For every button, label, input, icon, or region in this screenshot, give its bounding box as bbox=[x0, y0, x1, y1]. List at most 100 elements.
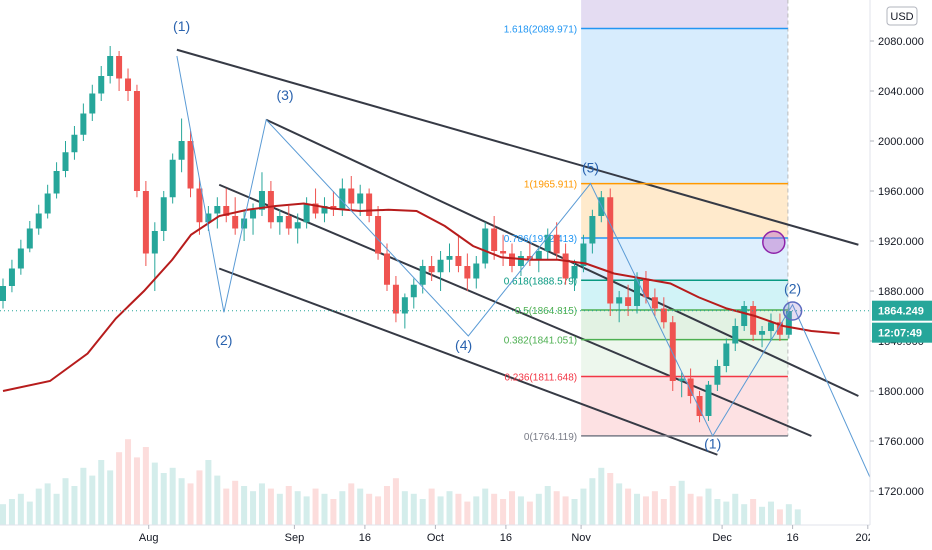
volume-bar bbox=[98, 460, 105, 525]
volume-bar bbox=[562, 496, 569, 525]
candle-body bbox=[428, 266, 435, 273]
candle-body bbox=[678, 378, 685, 381]
candle-body bbox=[250, 209, 257, 219]
candle-body bbox=[544, 234, 551, 251]
volume-bar bbox=[776, 509, 783, 525]
candle-body bbox=[589, 216, 596, 244]
volume-bar bbox=[526, 501, 533, 525]
volume-bar bbox=[607, 473, 614, 525]
candle-body bbox=[35, 213, 42, 229]
fib-label: 0(1764.119) bbox=[524, 432, 577, 443]
time-badge: 12:07:49 bbox=[878, 328, 922, 340]
volume-bar bbox=[642, 496, 649, 525]
volume-bar bbox=[714, 499, 721, 525]
candle-body bbox=[160, 197, 167, 231]
volume-bar bbox=[285, 486, 292, 525]
volume-bar bbox=[80, 467, 87, 525]
candle-body bbox=[44, 193, 51, 214]
volume-bar bbox=[419, 499, 426, 525]
x-tick-label: Sep bbox=[285, 532, 305, 544]
volume-bar bbox=[196, 470, 203, 525]
volume-bars bbox=[0, 439, 801, 525]
candle-body bbox=[339, 188, 346, 210]
volume-bar bbox=[44, 483, 51, 525]
candle-body bbox=[116, 56, 123, 79]
volume-bar bbox=[651, 491, 658, 525]
volume-bar bbox=[482, 488, 489, 525]
candle-body bbox=[133, 91, 140, 191]
ma-line bbox=[2, 202, 840, 392]
volume-bar bbox=[294, 491, 301, 525]
volume-bar bbox=[35, 488, 42, 525]
candle-body bbox=[696, 396, 703, 416]
volume-bar bbox=[589, 478, 596, 525]
fib-band bbox=[581, 376, 788, 436]
candle-body bbox=[26, 228, 33, 249]
y-tick-label: 2040.000 bbox=[878, 86, 924, 98]
fib-label: 0.236(1811.648) bbox=[504, 372, 577, 383]
x-tick-label: Aug bbox=[139, 532, 159, 544]
x-tick-label: 16 bbox=[786, 532, 798, 544]
candle-body bbox=[205, 213, 212, 223]
volume-bar bbox=[330, 499, 337, 525]
volume-bar bbox=[133, 457, 140, 525]
candles bbox=[0, 46, 792, 423]
channel-line bbox=[218, 267, 718, 456]
volume-bar bbox=[491, 493, 498, 525]
candle-body bbox=[517, 256, 524, 266]
candle-body bbox=[8, 268, 15, 286]
currency-box bbox=[886, 6, 918, 26]
wave-path bbox=[176, 55, 932, 495]
candle-body bbox=[366, 193, 373, 216]
candle-body bbox=[276, 216, 283, 223]
candle-body bbox=[241, 218, 248, 229]
wave-label: (4) bbox=[455, 337, 472, 353]
target-circle bbox=[762, 230, 786, 254]
volume-bar bbox=[53, 493, 60, 525]
volume-bar bbox=[759, 506, 766, 525]
y-tick-label: 1760.000 bbox=[878, 436, 924, 448]
volume-bar bbox=[517, 496, 524, 525]
x-axis: Aug Sep 16 Oct 16 Nov Dec 16 2021 bbox=[0, 524, 932, 550]
candle-body bbox=[214, 206, 221, 214]
candle-body bbox=[607, 197, 614, 304]
candle-body bbox=[142, 191, 149, 254]
channel-line bbox=[176, 48, 859, 246]
volume-bar bbox=[339, 491, 346, 525]
candle-body bbox=[723, 343, 730, 366]
candle-body bbox=[437, 259, 444, 273]
fib-label: 0.5(1864.815) bbox=[515, 306, 577, 317]
volume-bar bbox=[616, 483, 623, 525]
channel-lines bbox=[176, 48, 859, 456]
fib-band bbox=[581, 28, 788, 184]
candle-body bbox=[455, 256, 462, 266]
volume-bar bbox=[71, 486, 78, 525]
candle-body bbox=[687, 378, 694, 396]
volume-bar bbox=[535, 493, 542, 525]
volume-bar bbox=[625, 488, 632, 525]
volume-bar bbox=[741, 504, 748, 525]
volume-bar bbox=[178, 478, 185, 525]
elliott-wave: (1)(2)(3)(4)(5)(1)(2)(3) bbox=[173, 18, 932, 507]
volume-bar bbox=[678, 480, 685, 525]
x-tick-label: Nov bbox=[571, 532, 591, 544]
volume-bar bbox=[232, 480, 239, 525]
y-tick-label: 1920.000 bbox=[878, 236, 924, 248]
volume-bar bbox=[473, 496, 480, 525]
volume-bar bbox=[241, 486, 248, 525]
candle-body bbox=[660, 308, 667, 323]
volume-bar bbox=[348, 483, 355, 525]
y-tick-label: 1960.000 bbox=[878, 186, 924, 198]
volume-bar bbox=[705, 488, 712, 525]
candle-body bbox=[776, 322, 783, 335]
candle-body bbox=[669, 322, 676, 381]
fib-label: 0.618(1888.579) bbox=[504, 276, 577, 287]
candle-body bbox=[526, 256, 533, 260]
candle-body bbox=[625, 297, 632, 306]
candle-body bbox=[80, 113, 87, 135]
volume-bar bbox=[794, 509, 801, 525]
x-tick-label: 16 bbox=[359, 532, 371, 544]
channel-line bbox=[218, 183, 812, 437]
candle-body bbox=[553, 234, 560, 254]
